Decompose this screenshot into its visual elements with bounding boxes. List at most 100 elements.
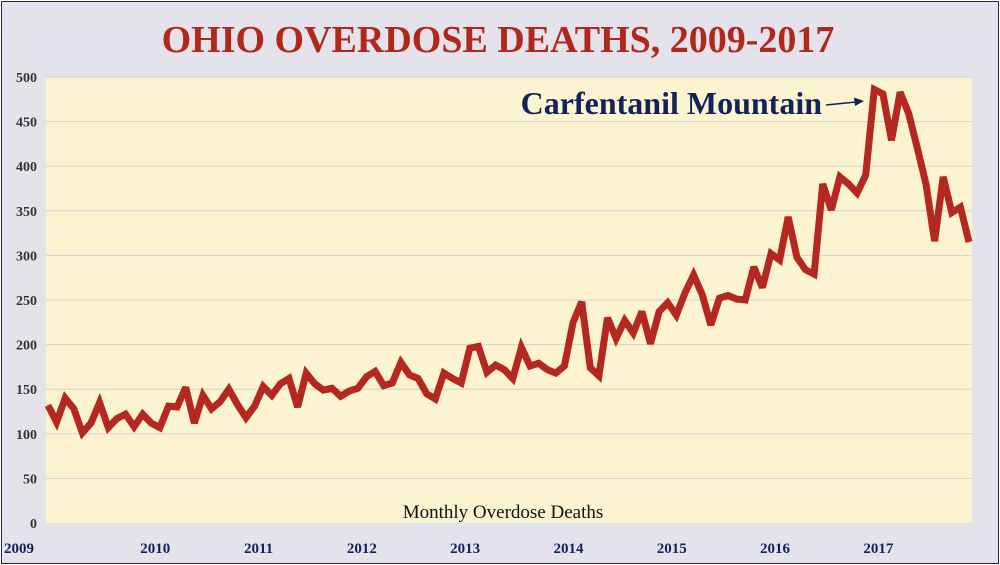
y-axis-ticks: 0 50 100 150 200 250 300 350 400 450 500 [16, 71, 37, 532]
data-point [73, 408, 75, 410]
data-point [925, 183, 927, 185]
y-tick-label: 50 [23, 472, 37, 487]
data-point [150, 422, 152, 424]
data-point [460, 382, 462, 384]
data-point [391, 382, 393, 384]
x-tick-label: 2011 [244, 541, 273, 557]
data-point [736, 298, 738, 300]
data-point [753, 266, 755, 268]
data-point [873, 89, 875, 90]
x-tick-label: 2014 [553, 541, 584, 557]
data-point [47, 404, 49, 406]
data-point [314, 383, 316, 385]
data-point [64, 397, 66, 399]
data-point [959, 206, 961, 208]
data-point [486, 371, 488, 373]
data-point [538, 362, 540, 364]
data-point [891, 139, 892, 141]
data-point [116, 418, 118, 420]
data-point [581, 301, 583, 303]
data-point [443, 372, 445, 374]
carfentanil-annotation: Carfentanil Mountain [521, 85, 823, 121]
data-point [262, 386, 264, 387]
data-point [684, 292, 686, 294]
data-point [426, 393, 428, 395]
data-point [185, 386, 187, 388]
data-point [934, 240, 936, 242]
data-point [718, 297, 720, 299]
y-tick-label: 150 [16, 383, 37, 398]
data-point [434, 398, 436, 400]
data-point [305, 372, 307, 374]
data-point [848, 183, 849, 185]
data-point [761, 287, 763, 288]
data-point [865, 174, 867, 176]
data-point [133, 426, 135, 428]
data-point [546, 369, 548, 371]
data-point [452, 378, 454, 379]
data-point [658, 311, 660, 313]
data-point [348, 390, 350, 392]
data-point [193, 422, 195, 424]
series-layer [44, 84, 973, 440]
data-point [770, 253, 772, 255]
data-point [374, 370, 376, 372]
data-point [615, 337, 617, 339]
y-tick-label: 0 [30, 517, 37, 532]
data-point [366, 376, 367, 378]
series-line [44, 84, 973, 440]
data-point [357, 387, 359, 389]
x-tick-label: 2016 [760, 541, 791, 557]
data-point [796, 256, 798, 258]
data-point [512, 378, 514, 379]
data-point [693, 274, 695, 276]
x-tick-label: 2017 [863, 541, 894, 557]
data-point [787, 216, 789, 218]
data-point [675, 314, 677, 316]
data-point [607, 317, 608, 319]
data-point [572, 321, 574, 323]
data-point [822, 183, 824, 185]
data-point [830, 209, 832, 211]
data-point [727, 295, 729, 296]
data-point [856, 192, 858, 194]
data-point [159, 427, 161, 429]
data-point [805, 269, 806, 271]
data-point [297, 406, 299, 408]
y-tick-label: 500 [16, 71, 37, 86]
data-point [624, 320, 626, 321]
data-point [409, 374, 410, 376]
data-point [839, 176, 841, 178]
x-tick-label: 2012 [347, 541, 377, 557]
data-point [107, 427, 109, 429]
data-point [99, 402, 101, 404]
data-point [279, 383, 281, 385]
data-point [228, 388, 230, 390]
y-tick-label: 450 [16, 116, 37, 131]
data-point [142, 413, 144, 415]
data-point [219, 401, 221, 403]
data-point [322, 389, 324, 391]
data-point [632, 332, 634, 334]
data-point [331, 387, 333, 389]
data-point [503, 369, 505, 371]
data-point [495, 364, 497, 366]
x-tick-label: 2015 [657, 541, 687, 557]
x-axis-ticks: 2009 2010 2011 2012 2013 2014 2015 2016 2017 [4, 541, 894, 557]
y-tick-label: 250 [16, 294, 37, 309]
y-tick-label: 300 [16, 249, 37, 264]
data-point [400, 361, 402, 363]
data-point [271, 394, 273, 396]
y-tick-label: 350 [16, 205, 37, 220]
data-point [744, 299, 746, 301]
inner-series-label: Monthly Overdose Deaths [403, 502, 604, 523]
data-point [951, 212, 953, 214]
data-point [563, 365, 565, 367]
data-point [81, 432, 83, 434]
data-point [90, 422, 92, 424]
data-point [598, 375, 600, 377]
data-point [779, 259, 781, 261]
data-point [56, 421, 58, 423]
data-point [916, 147, 918, 149]
